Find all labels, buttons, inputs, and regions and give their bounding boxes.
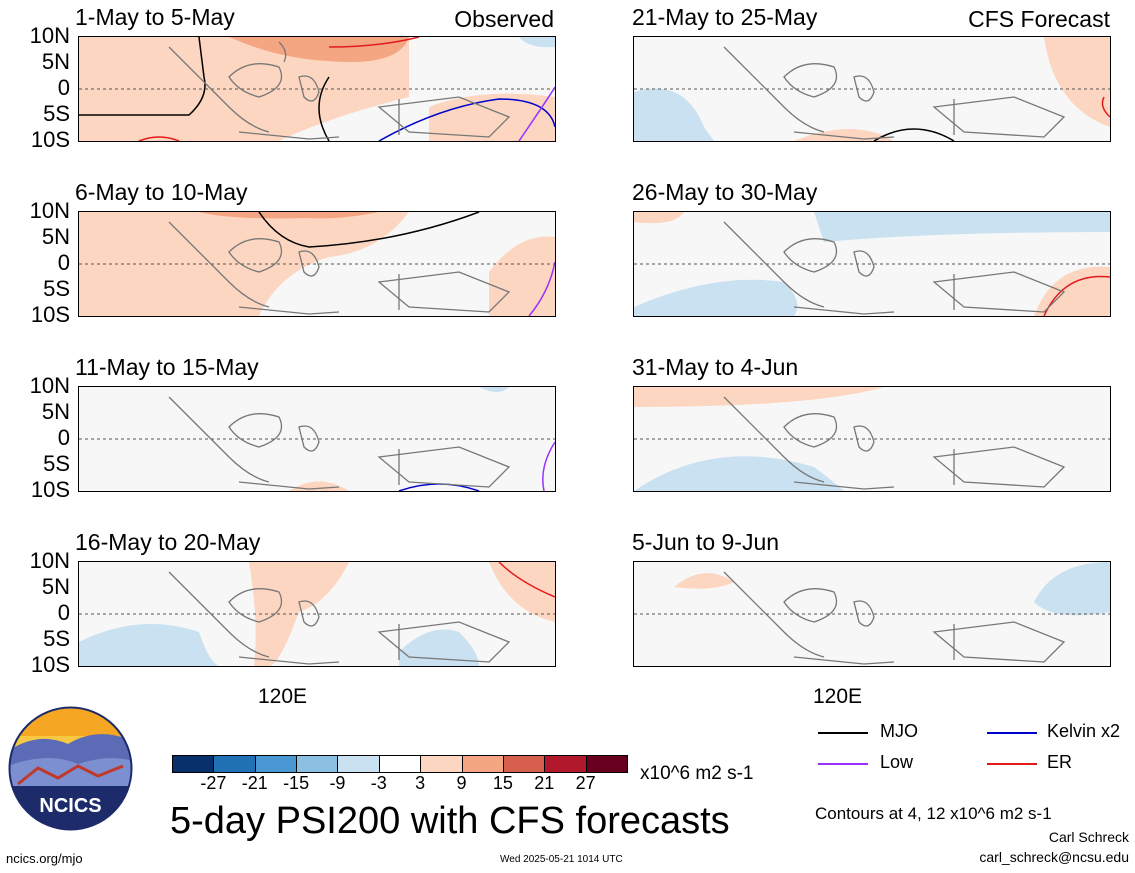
y-tick-label: 5N (41, 224, 70, 249)
author-name: Carl Schreck (1048, 829, 1129, 845)
x-tick-label: 120E (258, 685, 308, 708)
colorbar-cell (296, 755, 339, 773)
panel-title: 5-Jun to 9-Jun (632, 529, 780, 555)
y-tick-label: 5N (41, 574, 70, 599)
y-tick-label: 10S (30, 652, 70, 677)
colorbar-units: x10^6 m2 s-1 (640, 763, 754, 784)
y-tick-label: 10N (29, 373, 70, 398)
y-tick-label: 10N (29, 548, 70, 573)
colorbar-cell (254, 755, 298, 773)
colorbar-label: -15 (283, 773, 310, 793)
panel-tag: CFS Forecast (968, 6, 1110, 32)
colorbar-label: 21 (534, 773, 555, 793)
y-tick-label: 0 (57, 425, 70, 450)
legend-line-er (987, 763, 1037, 765)
map-panel (633, 386, 1111, 492)
colorbar-cell (213, 755, 256, 773)
site-link[interactable]: ncics.org/mjo (6, 851, 83, 866)
y-tick-label: 5S (43, 276, 70, 301)
y-tick-label: 10N (29, 198, 70, 223)
colorbar-label: -21 (241, 773, 268, 793)
author-email[interactable]: carl_schreck@ncsu.edu (979, 849, 1129, 865)
map-panel (633, 36, 1111, 142)
colorbar-cell (337, 755, 380, 773)
colorbar-label: -9 (329, 773, 346, 793)
ncics-logo: NCICS (8, 706, 133, 831)
colorbar-cell (172, 755, 215, 773)
map-panel (78, 386, 556, 492)
contours-note: Contours at 4, 12 x10^6 m2 s-1 (815, 804, 1052, 823)
y-tick-label: 0 (57, 75, 70, 100)
colorbar-label: 15 (492, 773, 513, 793)
legend-label-er: ER (1047, 752, 1073, 772)
panel-title: 26-May to 30-May (632, 179, 818, 205)
y-tick-label: 10N (29, 23, 70, 48)
y-tick-label: 5S (43, 101, 70, 126)
y-tick-label: 10S (30, 127, 70, 152)
panel-title: 6-May to 10-May (75, 179, 248, 205)
x-tick-label: 120E (813, 685, 863, 708)
y-tick-label: 0 (57, 600, 70, 625)
legend-label-mjo: MJO (880, 721, 918, 741)
y-tick-label: 0 (57, 250, 70, 275)
main-title: 5-day PSI200 with CFS forecasts (170, 800, 730, 842)
panel-title: 11-May to 15-May (75, 354, 259, 380)
logo-text: NCICS (39, 795, 101, 817)
panel-title: 21-May to 25-May (632, 4, 818, 30)
map-panel (78, 36, 556, 142)
colorbar-cell (544, 755, 587, 773)
panel-title: 31-May to 4-Jun (632, 354, 799, 380)
panel-title: 16-May to 20-May (75, 529, 261, 555)
colorbar-cell (461, 755, 504, 773)
legend-line-mjo (818, 732, 868, 734)
colorbar-label: 27 (575, 773, 596, 793)
colorbar-labels: -27 -21 -15 -9 -3 3 9 15 21 27 (172, 773, 627, 797)
legend-label-kelvin: Kelvin x2 (1047, 721, 1121, 741)
y-tick-label: 10S (30, 477, 70, 502)
panel-title: 1-May to 5-May (75, 4, 235, 30)
colorbar-label: 3 (415, 773, 426, 793)
timestamp: Wed 2025-05-21 1014 UTC (500, 854, 623, 865)
map-panel (78, 211, 556, 317)
colorbar (172, 755, 628, 773)
colorbar-cell (585, 755, 628, 773)
colorbar-cell (378, 755, 422, 773)
legend-label-low: Low (880, 752, 914, 772)
y-tick-label: 5S (43, 451, 70, 476)
legend-line-low (818, 763, 868, 765)
y-tick-label: 10S (30, 302, 70, 327)
map-panel (78, 561, 556, 667)
colorbar-label: -3 (370, 773, 387, 793)
map-panel (633, 561, 1111, 667)
y-tick-label: 5S (43, 626, 70, 651)
y-tick-label: 5N (41, 49, 70, 74)
colorbar-label: -27 (200, 773, 227, 793)
colorbar-cell (502, 755, 546, 773)
panel-tag: Observed (454, 6, 554, 32)
map-panel (633, 211, 1111, 317)
colorbar-cell (420, 755, 463, 773)
y-tick-label: 5N (41, 399, 70, 424)
colorbar-label: 9 (456, 773, 467, 793)
legend-line-kelvin (987, 732, 1037, 734)
